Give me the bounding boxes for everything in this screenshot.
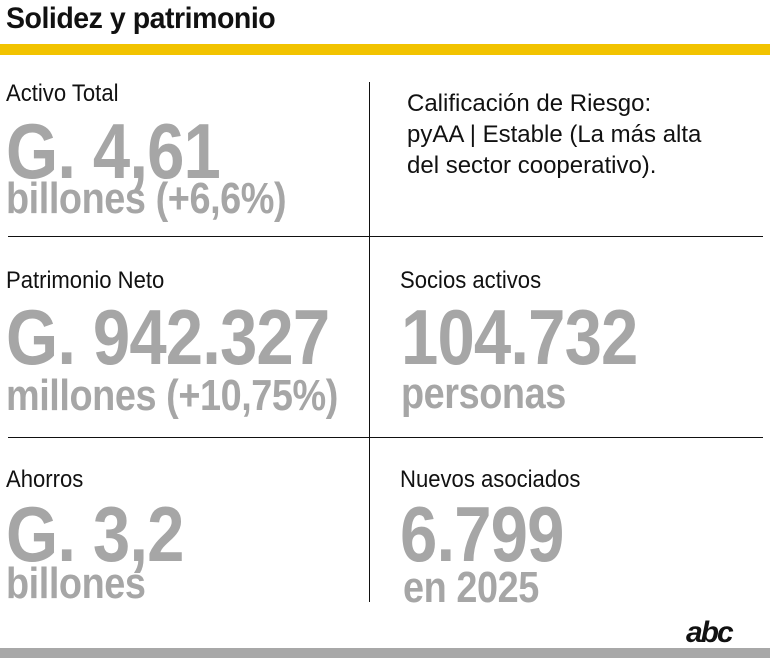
nuevos-asociados-value: 6.799 bbox=[400, 490, 564, 578]
ahorros-unit: billones bbox=[6, 559, 146, 608]
nuevos-asociados-unit: en 2025 bbox=[403, 563, 539, 612]
ahorros-value: G. 3,2 bbox=[6, 490, 184, 578]
activo-total-value: G. 4,61 bbox=[6, 107, 221, 195]
calificacion-riesgo-text: Calificación de Riesgo: pyAA | Estable (… bbox=[407, 90, 702, 179]
ahorros-label: Ahorros bbox=[6, 466, 84, 493]
activo-total-label: Activo Total bbox=[6, 80, 119, 107]
page-title: Solidez y patrimonio bbox=[6, 2, 276, 35]
socios-activos-unit: personas bbox=[401, 369, 566, 418]
activo-total-unit: billones (+6,6%) bbox=[6, 174, 287, 223]
nuevos-asociados-label: Nuevos asociados bbox=[400, 466, 581, 493]
footer-bar bbox=[0, 648, 770, 658]
patrimonio-neto-value: G. 942.327 bbox=[6, 293, 330, 381]
column-divider bbox=[369, 82, 370, 602]
patrimonio-neto-unit: millones (+10,75%) bbox=[6, 371, 338, 420]
accent-bar bbox=[0, 44, 770, 55]
row-divider-2 bbox=[8, 437, 763, 438]
abc-logo: abc bbox=[686, 616, 734, 649]
patrimonio-neto-label: Patrimonio Neto bbox=[6, 267, 165, 294]
socios-activos-value: 104.732 bbox=[401, 293, 638, 381]
socios-activos-label: Socios activos bbox=[400, 267, 542, 294]
row-divider-1 bbox=[8, 236, 763, 237]
